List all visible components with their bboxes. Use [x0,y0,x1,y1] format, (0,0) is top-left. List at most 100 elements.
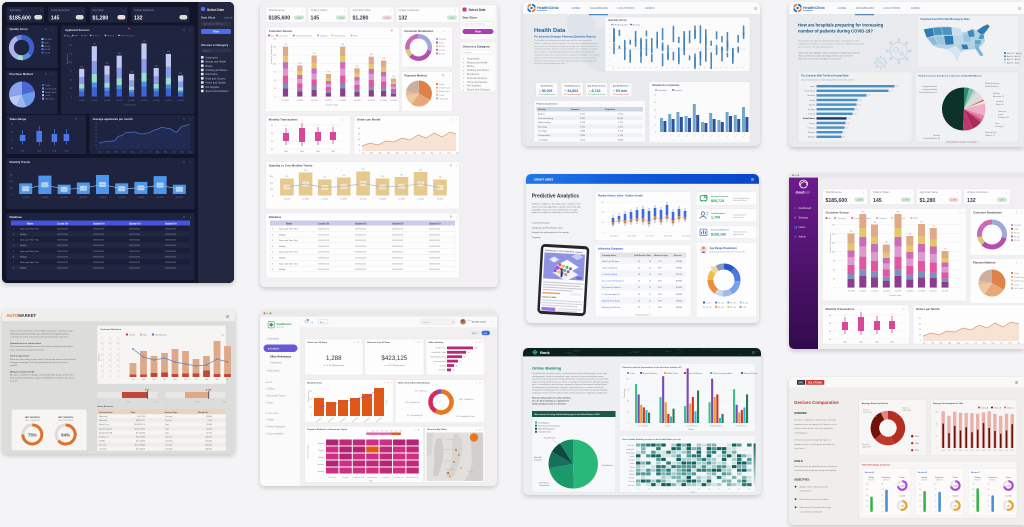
svg-text:⋮: ⋮ [81,117,84,121]
svg-text:⋮: ⋮ [448,73,451,77]
svg-text:05/05/2023: 05/05/2023 [57,240,69,242]
svg-text:⋮: ⋮ [81,8,84,12]
svg-text:Date and Time Test: Date and Time Test [279,228,298,231]
svg-text:50: 50 [109,349,111,351]
svg-text:100: 100 [881,484,884,486]
svg-text:9.8: 9.8 [847,123,849,125]
svg-text:$79866: $79866 [676,267,682,269]
svg-text:10:09: 10:09 [993,450,997,452]
svg-text:Aug: Aug [422,152,425,155]
svg-text:05/05/2023: 05/05/2023 [429,269,441,271]
svg-text:100k: 100k [300,151,304,153]
svg-text:Oct 2019: Oct 2019 [646,235,654,238]
svg-text:732: 732 [381,176,384,178]
svg-text:100: 100 [69,62,73,64]
svg-text:4: 4 [13,245,15,247]
svg-text:93 min: 93 min [616,89,627,93]
svg-text:Jul 2023: Jul 2023 [116,100,123,102]
svg-text:176: 176 [944,249,947,251]
svg-text:62%: 62% [915,450,919,452]
svg-text:○ Profile: ○ Profile [266,419,275,422]
svg-text:Jul 2023: Jul 2023 [325,100,332,102]
svg-text:Market, 13: Market, 13 [996,103,1004,106]
svg-text:150: 150 [69,45,73,47]
svg-text:Home and Garden: Home and Garden [467,81,488,84]
svg-text:May: May [131,152,134,154]
svg-text:33%: 33% [658,300,662,302]
svg-text:⤳: ⤳ [384,382,386,385]
svg-text:05/05/2023: 05/05/2023 [429,252,441,254]
svg-text:176: 176 [167,52,170,54]
svg-text:7: 7 [13,262,15,264]
svg-text:175: 175 [69,36,73,38]
svg-text:100k: 100k [284,151,288,153]
svg-text:30: 30 [95,137,97,139]
svg-text:Modify: Modify [279,258,286,260]
svg-text:⋮: ⋮ [482,428,485,431]
svg-text:V Cup Fan Offered: V Cup Fan Offered [602,274,617,276]
svg-text:✓: ✓ [463,89,465,92]
svg-text:60: 60 [358,134,360,136]
svg-text:176: 176 [382,58,385,60]
svg-text:0: 0 [359,150,360,152]
svg-text:Track in-app events: Track in-app events [10,355,30,358]
svg-text:Transfer Funds: Transfer Funds [538,431,551,434]
svg-text:100k: 100k [21,151,25,153]
svg-text:⋮: ⋮ [123,8,126,12]
svg-text:2,886: 2,886 [580,131,586,133]
svg-text:Jul: Jul [974,343,977,345]
svg-text:61-40: 61-40 [439,50,445,52]
svg-text:732: 732 [285,176,288,178]
svg-text:·What are the sources of healt: ·What are the sources of healthcare insu… [798,57,842,60]
svg-text:Checklist: Checklist [99,448,107,451]
svg-text:100k: 100k [859,342,863,344]
svg-text:45 - 54: 45 - 54 [743,302,748,304]
svg-text:176: 176 [313,53,316,55]
svg-text:1,000: 1,000 [1006,486,1010,488]
svg-text:April 10 - April 17: April 10 - April 17 [1007,55,1021,58]
svg-text:inefficiencies.: inefficiencies. [800,491,813,493]
svg-text:10:08: 10:08 [988,450,992,452]
svg-text:Clothing and Shoes: Clothing and Shoes [467,69,490,72]
svg-text:Atlanta: Atlanta [630,473,635,476]
svg-text:SOLUTIONS: SOLUTIONS [808,382,822,385]
svg-text:176: 176 [80,66,83,68]
svg-text:Customer Breakdown: Customer Breakdown [973,210,1002,214]
svg-text:Device C: Device C [971,472,981,474]
svg-text:Seattle: Seattle [630,455,635,458]
svg-text:Children), 37: Children), 37 [985,134,995,137]
svg-text:PPC: PPC [914,218,919,220]
svg-text:0: 0 [974,512,975,514]
svg-text:Date: Date [131,411,135,414]
svg-text:3: 3 [272,240,274,242]
svg-text:9.0: 9.0 [844,132,846,134]
svg-text:0: 0 [609,65,610,67]
svg-text:176: 176 [284,44,287,46]
svg-text:280: 280 [455,365,458,367]
svg-text:Total Patients: Total Patients [541,84,553,87]
svg-text:Jan 2023: Jan 2023 [364,418,371,424]
svg-text:Pet Supplies: Pet Supplies [467,85,482,88]
svg-text:Unique Customers: Unique Customers [399,9,420,12]
svg-text:May: May [173,379,176,381]
svg-text:New York: New York [628,445,635,447]
svg-text:05/05/2023: 05/05/2023 [355,252,367,254]
svg-text:France: France [809,122,815,125]
svg-text:Sports and Outdoors: Sports and Outdoors [206,90,230,93]
svg-text:13,894: 13,894 [617,118,624,120]
svg-text:even faster.: even faster. [794,447,805,450]
svg-text:Brighton Lo: Brighton Lo [99,435,108,438]
svg-text:Books: Books [206,65,214,68]
svg-text:Healthfield Center: Healthfield Center [432,351,447,354]
svg-text:Jul 2023: Jul 2023 [177,100,184,102]
svg-text:Avg Treatment Cost: Avg Treatment Cost [588,84,606,87]
svg-text:Online: Online [630,373,635,375]
svg-text:□: □ [183,117,185,121]
svg-text:lead scoring and pipeline stag: lead scoring and pipeline stages to iden… [10,377,75,380]
svg-text:Patients by Division: Patients by Division [537,103,558,106]
svg-text:MY ACCOUNT: MY ACCOUNT [266,412,280,415]
svg-text:Date and Time Test: Date and Time Test [279,262,298,265]
svg-text:$40,000: $40,000 [206,449,213,451]
svg-text:05/05/2023: 05/05/2023 [57,256,69,258]
svg-text:0: 0 [71,97,73,99]
